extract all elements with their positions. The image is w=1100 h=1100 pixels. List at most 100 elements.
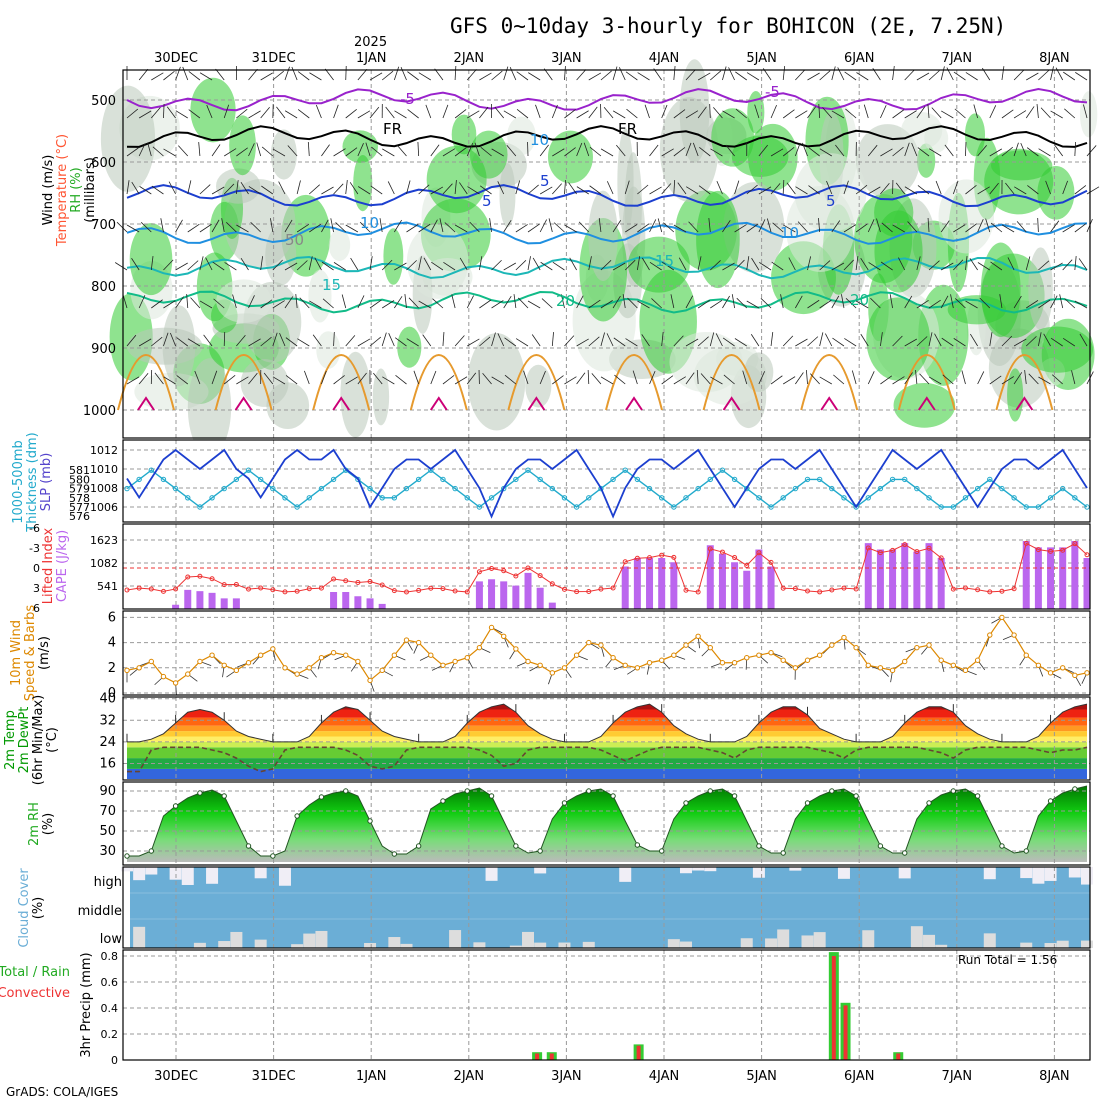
wind-barb: [451, 294, 456, 309]
thickness-point: [853, 504, 859, 510]
cape-bar: [1083, 558, 1091, 609]
high-cloud-block: [133, 867, 146, 881]
wind-barb: [515, 180, 521, 195]
wind-barb: [270, 218, 274, 233]
thickness-point: [160, 476, 167, 483]
wind-barb: [126, 376, 140, 385]
wind-barb: [442, 375, 455, 385]
precip-legend-convective: Convective: [0, 986, 70, 1001]
wind-barb: [278, 181, 286, 195]
li-point: [258, 585, 264, 591]
low-cloud-block: [218, 941, 231, 948]
wind-barb: [369, 336, 382, 347]
wind-barb: [661, 183, 672, 195]
wind-barb: [151, 185, 164, 195]
wind-barb: [321, 186, 334, 195]
wind-barb: [870, 297, 881, 309]
rh-point: [537, 848, 543, 854]
thickness-point: [987, 476, 993, 483]
hot-contour: [722, 396, 741, 411]
wind-barb: [692, 142, 699, 157]
wind-barb: [150, 256, 154, 271]
wind-barb: [782, 147, 795, 157]
warm-contour: [507, 354, 566, 411]
wind-barb: [314, 257, 322, 271]
wind-barb: [892, 66, 895, 81]
rh-point: [270, 853, 276, 859]
slp-tick-label: 1008: [90, 482, 118, 495]
wind-barb: [503, 66, 509, 81]
li-point: [829, 587, 835, 593]
wind-barb: [373, 372, 383, 385]
wind-barb: [614, 374, 626, 385]
wind-barb: [928, 332, 933, 347]
wind-speed-point: [1084, 670, 1090, 676]
low-cloud-block: [1044, 943, 1057, 948]
cape-bar: [196, 591, 204, 609]
wind-barb: [710, 260, 721, 271]
wind-barb: [700, 373, 711, 385]
wind-barb: [321, 219, 329, 233]
low-cloud-block: [923, 934, 936, 948]
thickness-point: [561, 495, 568, 501]
slp-tick-label: 1012: [90, 444, 118, 457]
li-point: [877, 550, 883, 556]
rh-point: [853, 793, 859, 799]
wind-barb: [479, 336, 491, 347]
wind-speed-point: [1059, 665, 1066, 671]
wind-barb: [491, 332, 496, 347]
wind-speed-point: [415, 639, 422, 646]
wind-barb: [649, 261, 662, 271]
wind-speed-point: [185, 671, 191, 677]
wind-barb: [394, 219, 402, 233]
wind-barb: [588, 299, 601, 309]
wind-barb: [1013, 338, 1027, 347]
slp-tick-label: 1006: [90, 501, 118, 514]
wind-barb: [641, 334, 650, 347]
pressure-tick-label: 700: [91, 218, 116, 233]
temp-tick-label: 32: [99, 713, 116, 728]
contour-label: FR: [618, 120, 637, 138]
wind-barb: [406, 260, 417, 271]
rh-shading-blob: [467, 333, 526, 431]
wind-barb: [673, 335, 684, 347]
wind-barb: [632, 370, 638, 385]
wind-barb: [898, 257, 906, 271]
wind-barb: [780, 294, 784, 309]
rh-point: [902, 850, 908, 856]
pressure-tick-label: 500: [91, 94, 116, 109]
wind-barb: [989, 332, 993, 347]
rh-shading-blob: [696, 190, 740, 289]
wind-barb: [564, 180, 566, 195]
rh-shading-blob: [744, 352, 774, 393]
wind-barb: [1074, 223, 1087, 233]
wind-barb: [564, 224, 577, 233]
precip-axis-label: 3hr Precip (mm): [79, 952, 94, 1057]
bottom-date-label: 31DEC: [252, 1069, 296, 1084]
wind-barb: [754, 104, 760, 119]
wind-barb: [513, 294, 517, 309]
wind-speed-point: [1023, 652, 1029, 658]
thickness-point: [1047, 495, 1054, 501]
wind-barb: [649, 219, 657, 233]
li-point: [768, 559, 774, 565]
y-axis-label: RH (%): [69, 167, 84, 212]
warm-contour: [800, 354, 859, 411]
upper-air-panel: 500 600 700 800 900 1000 -5 -5 FR FR 5 5 5 10 10 15 15 20…: [41, 59, 1100, 457]
high-cloud-block: [898, 867, 911, 879]
cloud-background: [130, 867, 1090, 948]
rh-shading-blob: [627, 236, 690, 293]
cape-bar: [646, 558, 654, 609]
wind-barb: [904, 142, 910, 157]
high-cloud-block: [619, 867, 632, 882]
thickness-point: [634, 476, 641, 483]
li-point: [124, 587, 130, 593]
high-cloud-block: [181, 867, 194, 885]
hot-contour: [820, 396, 839, 411]
wind-barb: [783, 224, 796, 233]
wind-barb: [539, 219, 547, 233]
wind-barb: [576, 338, 589, 347]
wind-barb: [285, 337, 298, 347]
cape-bar: [718, 553, 726, 609]
wind-barb: [406, 224, 419, 233]
